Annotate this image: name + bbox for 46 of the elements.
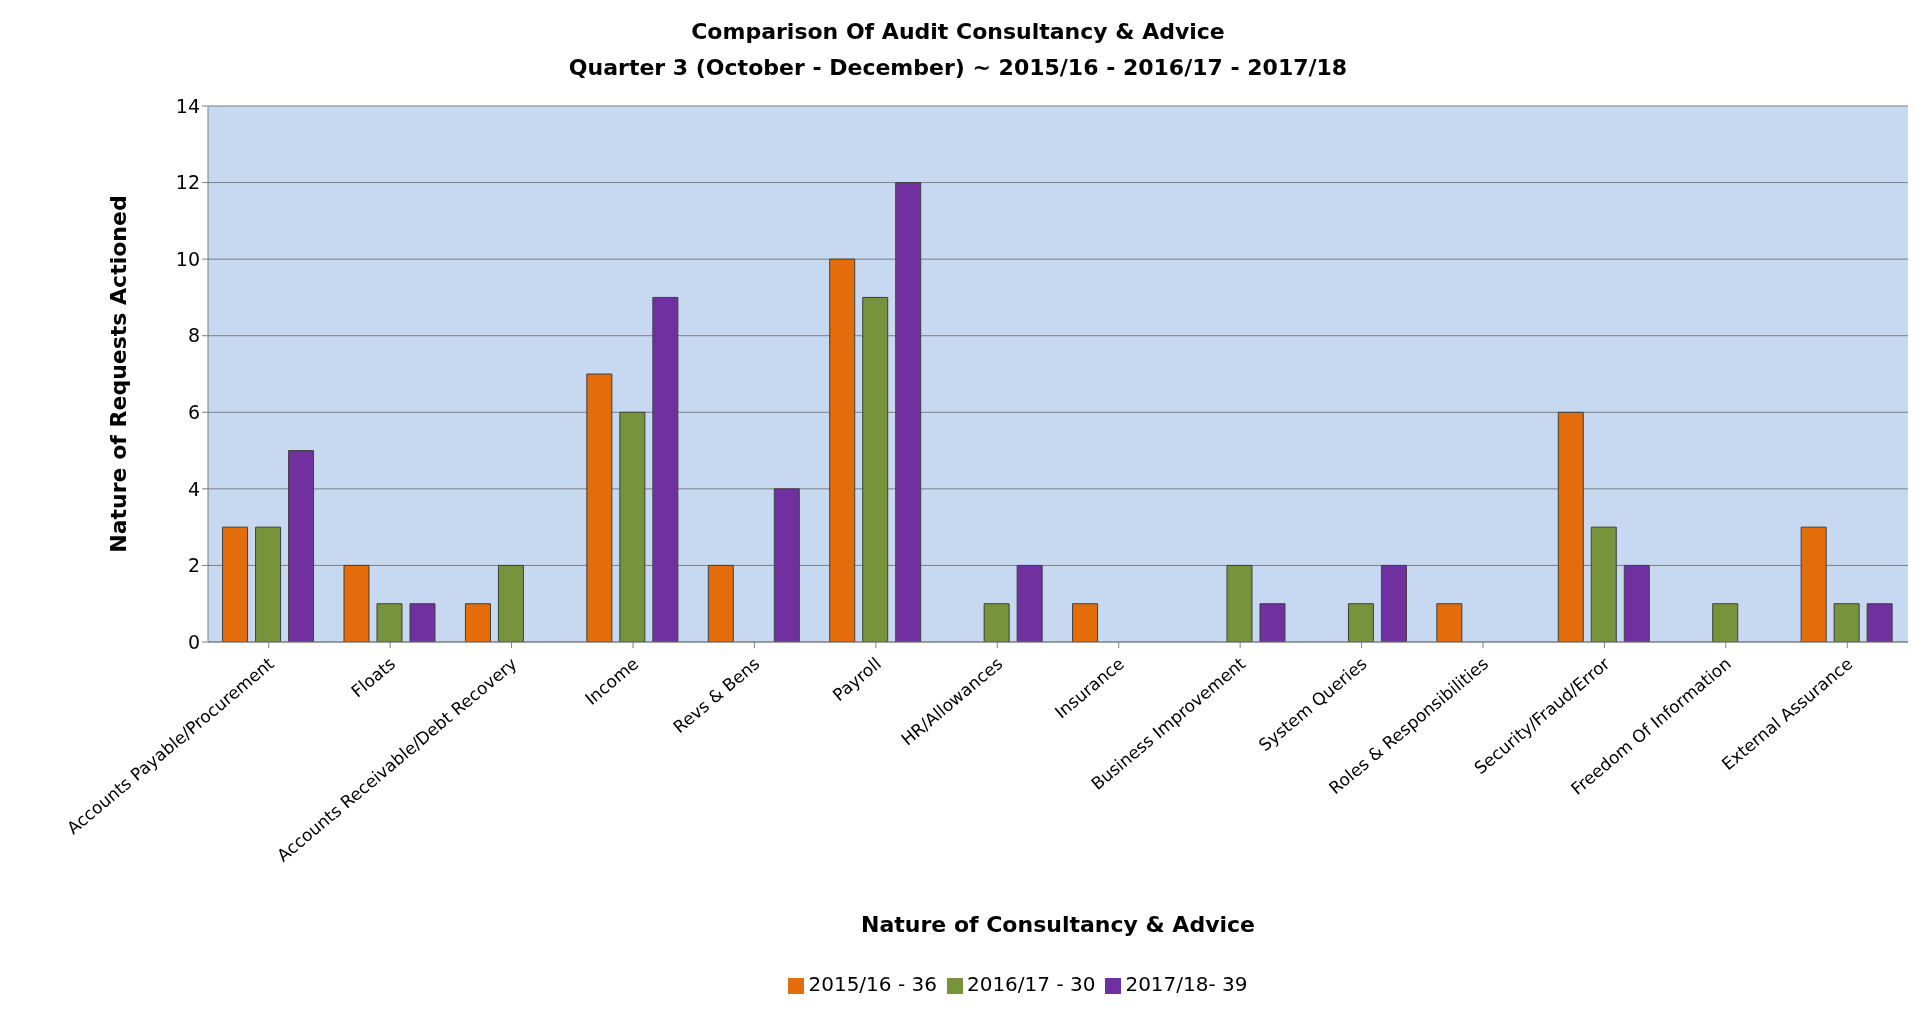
y-tick-label: 2	[187, 554, 200, 577]
y-axis-title: Nature of Requests Actioned	[105, 195, 131, 553]
bar	[222, 526, 249, 642]
y-tick-label: 14	[175, 94, 200, 117]
x-axis-title: Nature of Consultancy & Advice	[861, 912, 1255, 937]
bar	[1557, 411, 1584, 642]
bar	[1259, 603, 1286, 642]
bar	[619, 411, 646, 642]
chart-title: Comparison Of Audit Consultancy & Advice	[690, 18, 1226, 46]
bar	[1590, 526, 1617, 642]
legend-label: 2015/16 - 36	[808, 972, 937, 996]
bar	[343, 564, 370, 642]
bar	[497, 564, 524, 642]
y-tick-label: 8	[187, 324, 200, 347]
bar	[1712, 603, 1739, 642]
chart-subtitle: Quarter 3 (October - December) ~ 2015/16 - 2016/17 - 2017/18	[567, 54, 1349, 82]
bar	[288, 450, 315, 642]
bar	[464, 603, 491, 642]
y-tick-label: 10	[175, 247, 200, 270]
bar	[255, 526, 282, 642]
bar	[1072, 603, 1099, 642]
bar	[862, 296, 889, 642]
y-tick-label: 4	[187, 477, 200, 500]
bar	[1226, 564, 1253, 642]
bar	[1347, 603, 1374, 642]
y-tick-label: 0	[187, 630, 200, 653]
bar	[707, 564, 734, 642]
bar	[895, 182, 922, 642]
y-tick-label: 12	[175, 171, 200, 194]
legend-label: 2016/17 - 30	[966, 972, 1096, 996]
bar	[1380, 564, 1407, 642]
bar	[586, 373, 613, 642]
bar	[983, 603, 1010, 642]
bar	[652, 296, 679, 642]
bar	[829, 258, 856, 642]
bar	[773, 488, 800, 642]
bar	[1866, 603, 1893, 642]
bar	[1016, 564, 1043, 642]
legend-label: 2017/18- 39	[1125, 972, 1248, 996]
bar	[1436, 603, 1463, 642]
bar	[409, 603, 436, 642]
y-tick-label: 6	[187, 401, 200, 424]
bar	[376, 603, 403, 642]
bar	[1833, 603, 1860, 642]
bar	[1623, 564, 1650, 642]
bar	[1800, 526, 1827, 642]
